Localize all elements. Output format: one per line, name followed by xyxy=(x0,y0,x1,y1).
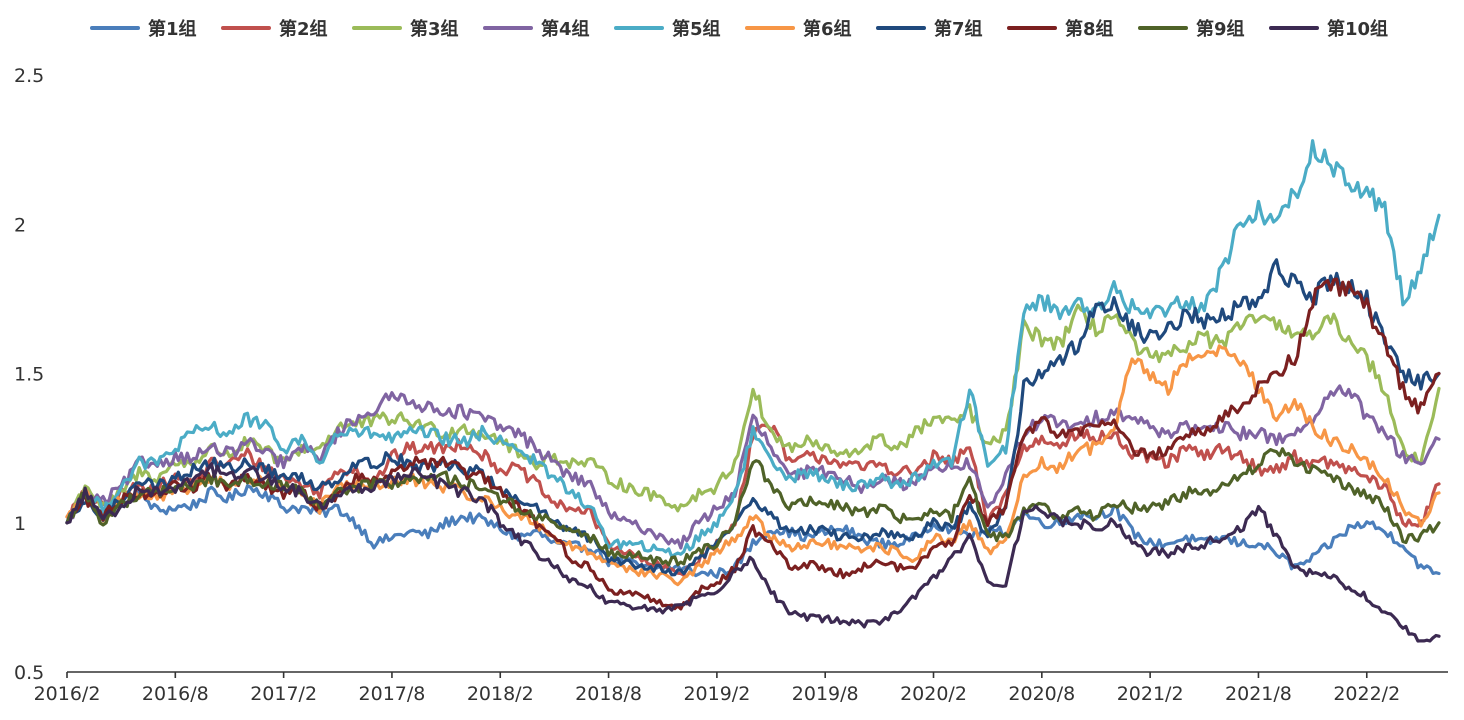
legend-label: 第8组 xyxy=(1065,18,1114,40)
y-tick-label: 0.5 xyxy=(14,662,44,684)
legend-label: 第2组 xyxy=(279,18,328,40)
x-axis: 2016/2 2016/8 2017/2 2017/8 2018/2 2018/8 2019… xyxy=(34,672,1400,705)
x-tick-label: 2019/8 xyxy=(792,683,859,705)
legend-label: 第7组 xyxy=(934,18,983,40)
series-line-2 xyxy=(65,423,1441,577)
y-tick-label: 1.5 xyxy=(14,364,44,386)
legend-label: 第4组 xyxy=(541,18,590,40)
x-tick-label: 2018/8 xyxy=(575,683,642,705)
legend-label: 第6组 xyxy=(803,18,852,40)
legend-label: 第10组 xyxy=(1327,18,1388,40)
legend: 第1组 第2组 第3组 第4组 第5组 第6组 第7组 第8组 第9组 第10组 xyxy=(90,18,1388,40)
y-tick-label: 2.5 xyxy=(14,65,44,87)
y-tick-label: 2 xyxy=(14,214,26,236)
x-tick-label: 2018/2 xyxy=(467,683,534,705)
legend-label: 第5组 xyxy=(672,18,721,40)
series-line-5 xyxy=(65,139,1441,559)
series-line-1 xyxy=(65,484,1441,579)
x-tick-label: 2021/8 xyxy=(1225,683,1292,705)
x-tick-label: 2016/8 xyxy=(142,683,209,705)
x-tick-label: 2019/2 xyxy=(683,683,750,705)
y-tick-label: 1 xyxy=(14,513,26,535)
x-tick-label: 2021/2 xyxy=(1117,683,1184,705)
legend-label: 第3组 xyxy=(410,18,459,40)
y-axis: 0.5 1 1.5 2 2.5 xyxy=(14,65,44,684)
x-tick-label: 2022/2 xyxy=(1333,683,1400,705)
legend-label: 第9组 xyxy=(1196,18,1245,40)
x-tick-label: 2017/8 xyxy=(359,683,426,705)
legend-label: 第1组 xyxy=(148,18,197,40)
x-tick-label: 2017/2 xyxy=(250,683,317,705)
series-line-10 xyxy=(65,462,1441,643)
x-tick-label: 2016/2 xyxy=(34,683,101,705)
x-tick-label: 2020/8 xyxy=(1008,683,1075,705)
series-line-7 xyxy=(65,258,1441,577)
x-tick-label: 2020/2 xyxy=(900,683,967,705)
series-line-4 xyxy=(65,384,1441,550)
plot-area xyxy=(65,139,1441,643)
series-line-9 xyxy=(65,447,1441,567)
